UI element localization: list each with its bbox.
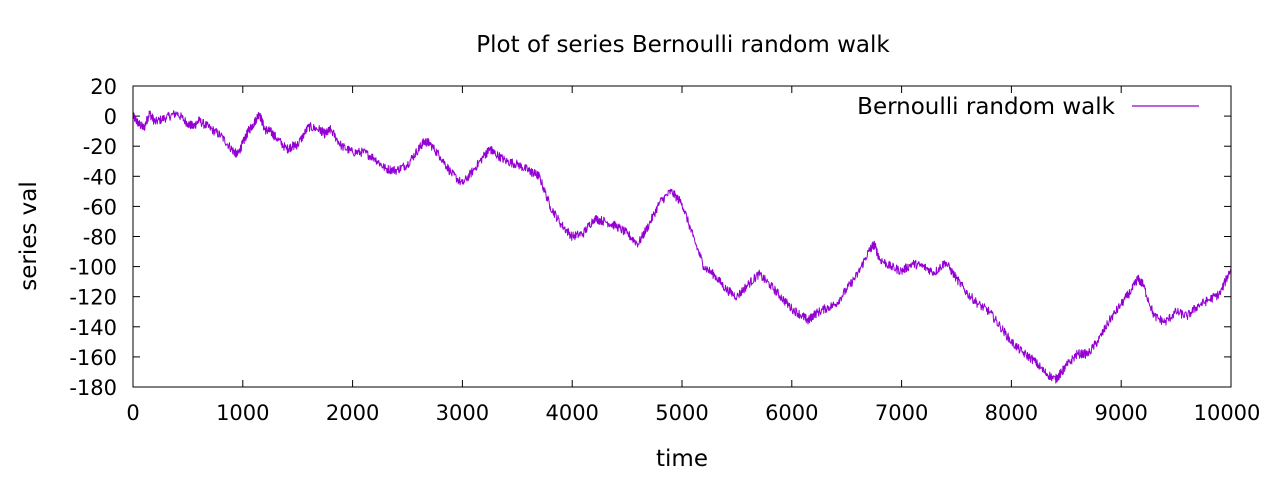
plot-frame [132,85,1232,388]
x-tick-label: 5000 [655,401,708,425]
legend: Bernoulli random walk [857,94,1199,120]
ticks: 0 1000 2000 3000 4000 5000 6000 7000 8000 9000 100… [69,75,1260,425]
x-tick-label: 0 [126,401,139,425]
series-line-bernoulli-random-walk [132,110,1232,384]
legend-label: Bernoulli random walk [857,94,1115,120]
y-tick-label: -80 [83,226,117,250]
x-tick-label: 3000 [436,401,489,425]
y-axis-label: series val [16,181,42,291]
x-tick-label: 9000 [1094,401,1147,425]
x-tick-label: 10000 [1194,401,1261,425]
x-tick-label: 4000 [545,401,598,425]
y-tick-label: -120 [69,286,117,310]
x-tick-label: 7000 [875,401,928,425]
y-tick-label: -60 [83,195,117,219]
x-tick-label: 2000 [326,401,379,425]
y-tick-label: 20 [90,75,117,99]
y-tick-label: 0 [104,105,117,129]
x-tick-label: 6000 [765,401,818,425]
x-tick-label: 8000 [985,401,1038,425]
chart-title: Plot of series Bernoulli random walk [476,32,890,58]
y-tick-label: -100 [69,256,117,280]
y-tick-label: -180 [69,376,117,400]
y-tick-label: -160 [69,346,117,370]
x-axis-label: time [656,446,708,472]
y-tick-label: -40 [83,165,117,189]
y-tick-label: -140 [69,316,117,340]
y-tick-label: -20 [83,135,117,159]
series-layer [132,110,1232,384]
x-tick-label: 1000 [216,401,269,425]
